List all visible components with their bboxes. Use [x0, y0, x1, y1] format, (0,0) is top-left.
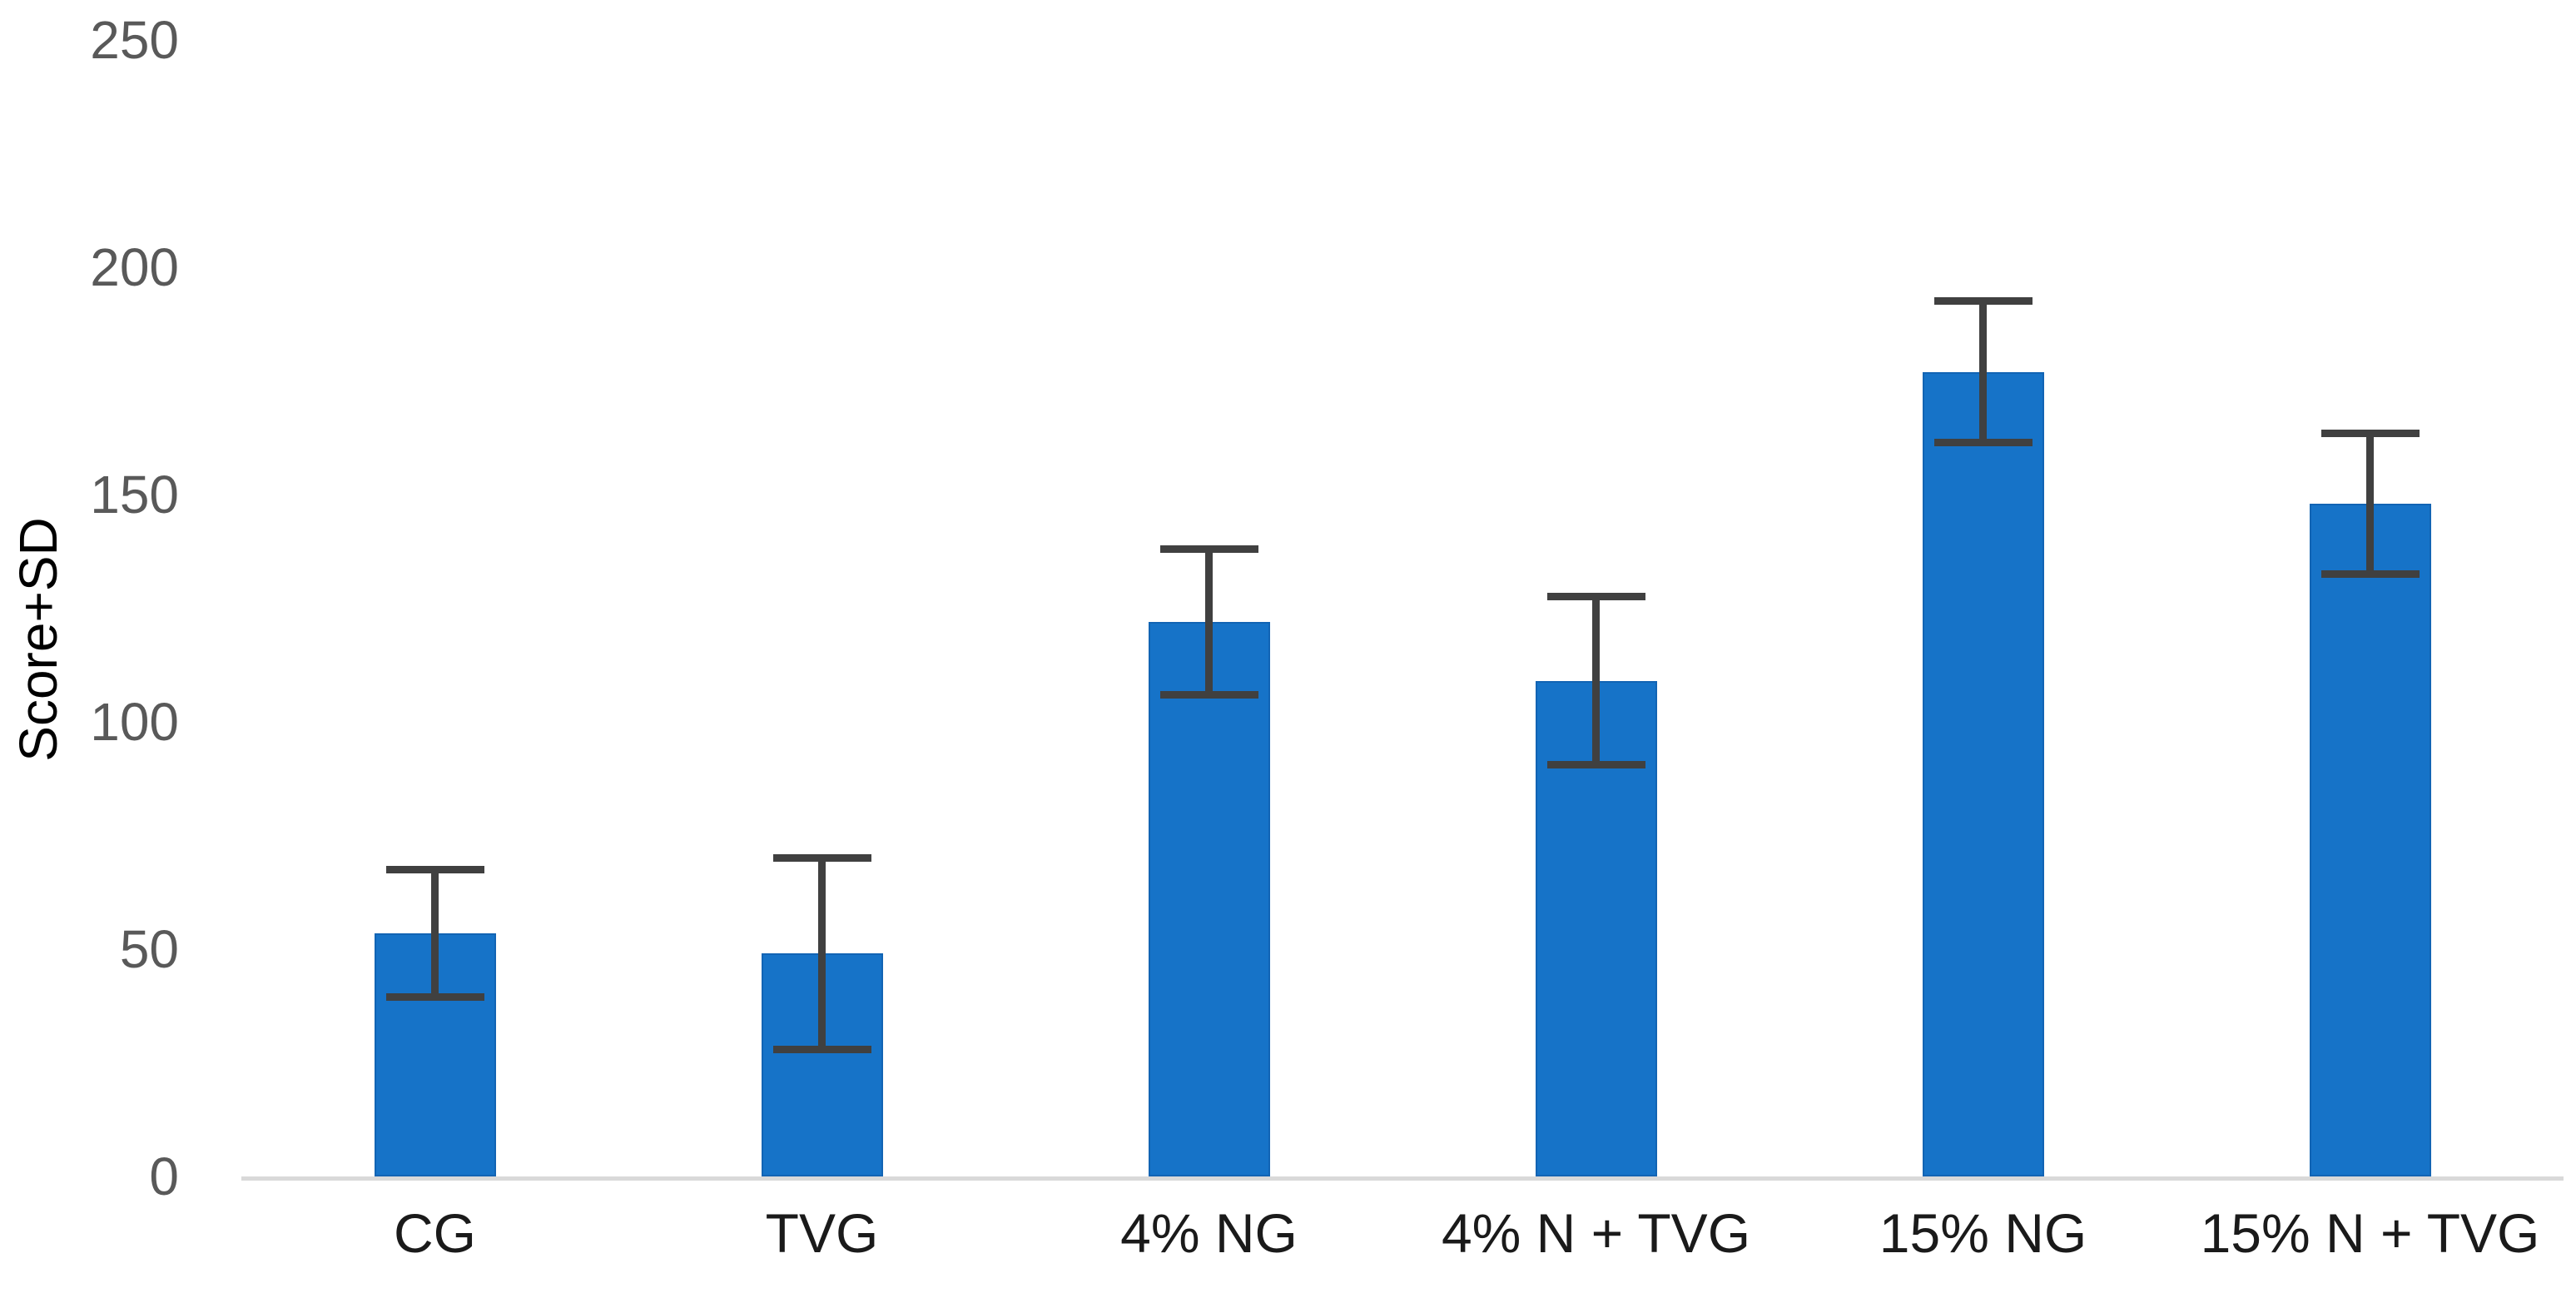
- x-category-label: 15% N + TVG: [2200, 1202, 2540, 1264]
- error-bar-line: [1592, 596, 1600, 765]
- error-bar-line: [818, 858, 826, 1050]
- error-bar-line: [1979, 301, 1987, 443]
- x-category-label: 4% NG: [1120, 1202, 1298, 1264]
- x-category-label: 4% N + TVG: [1441, 1202, 1751, 1264]
- error-bar-line: [1205, 549, 1213, 695]
- x-category-label: 15% NG: [1879, 1202, 2087, 1264]
- bar: [1148, 621, 1270, 1176]
- y-tick-label: 0: [149, 1146, 179, 1206]
- error-bar-cap-top: [772, 854, 871, 863]
- bar: [374, 933, 496, 1176]
- y-axis-title: Score+SD: [8, 517, 68, 762]
- bar: [2309, 503, 2431, 1176]
- y-tick-label: 150: [90, 465, 179, 525]
- error-bar-cap-bottom: [772, 1045, 871, 1053]
- error-bar-cap-top: [1933, 297, 2033, 306]
- y-tick-label: 100: [90, 692, 179, 752]
- x-category-label: CG: [394, 1202, 476, 1264]
- error-bar-cap-bottom: [1159, 690, 1258, 699]
- error-bar-cap-bottom: [2320, 570, 2420, 579]
- error-bar-cap-bottom: [385, 992, 484, 1001]
- y-tick-label: 200: [90, 237, 179, 297]
- y-tick-label: 250: [90, 10, 179, 70]
- error-bar-cap-top: [1159, 545, 1258, 554]
- error-bar-line: [2366, 433, 2374, 574]
- error-bar-cap-bottom: [1546, 761, 1645, 769]
- error-bar-cap-bottom: [1933, 438, 2033, 446]
- error-bar-cap-top: [2320, 429, 2420, 437]
- x-category-label: TVG: [765, 1202, 879, 1264]
- error-bar-cap-top: [385, 865, 484, 873]
- bar: [1922, 371, 2044, 1176]
- error-bar-line: [431, 869, 439, 997]
- error-bar-cap-top: [1546, 593, 1645, 601]
- x-axis-line: [241, 1176, 2564, 1181]
- y-tick-label: 50: [119, 919, 179, 979]
